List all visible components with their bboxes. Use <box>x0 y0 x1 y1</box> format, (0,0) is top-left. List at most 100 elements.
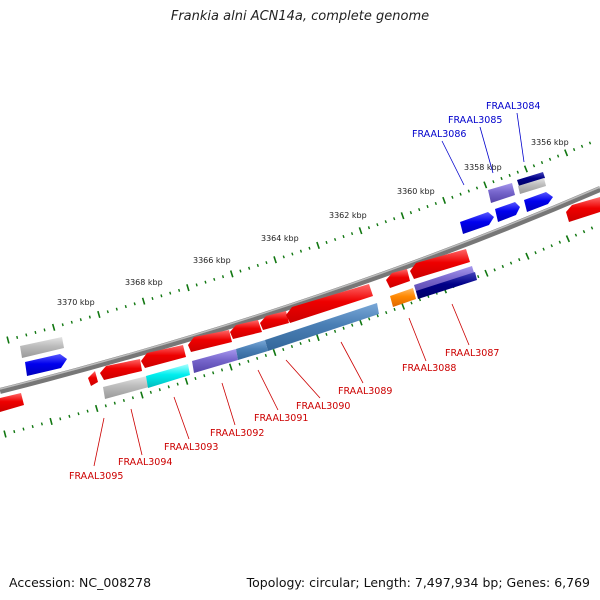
minor-tick <box>195 283 198 287</box>
gene-fwd-gray-left[interactable] <box>20 337 64 358</box>
gene-label-fraal3084[interactable]: FRAAL3084 <box>486 101 540 112</box>
gene-rev-red-3088[interactable] <box>386 269 410 288</box>
minor-tick <box>151 296 154 301</box>
gene-rev-red-3089[interactable] <box>286 284 373 323</box>
gene-fwd-navy-3084[interactable] <box>517 172 545 186</box>
gene-label-fraal3087[interactable]: FRAAL3087 <box>445 348 499 359</box>
gene-fwd-blue-3086[interactable] <box>460 212 494 234</box>
minor-tick <box>115 307 118 311</box>
minor-tick <box>282 347 285 352</box>
minor-tick <box>534 251 537 255</box>
minor-tick <box>256 356 259 360</box>
major-tick <box>141 297 146 305</box>
minor-tick <box>124 305 127 309</box>
minor-tick <box>194 376 197 381</box>
minor-tick <box>467 189 470 193</box>
minor-tick <box>265 261 268 265</box>
minor-tick <box>282 255 285 259</box>
minor-tick <box>509 261 513 265</box>
gene-rev-orange-3088[interactable] <box>390 288 416 307</box>
gene-rev-red-small[interactable] <box>88 371 98 386</box>
minor-tick <box>351 323 354 327</box>
minor-tick <box>13 430 16 434</box>
gene-rev-red-3090[interactable] <box>260 311 289 330</box>
minor-tick <box>409 211 413 215</box>
genome-backbone-highlight <box>0 186 600 390</box>
gene-label-fraal3093[interactable]: FRAAL3093 <box>164 442 218 453</box>
minor-tick <box>220 368 224 372</box>
gene-label-fraal3086[interactable]: FRAAL3086 <box>412 129 466 140</box>
minor-tick <box>70 320 73 324</box>
minor-tick <box>342 234 345 239</box>
major-tick <box>565 235 571 243</box>
genome-backbone <box>0 186 600 394</box>
gene-label-fraal3092[interactable]: FRAAL3092 <box>210 428 264 439</box>
major-tick <box>6 336 10 344</box>
gene-rev-red-3087[interactable] <box>410 249 470 279</box>
gene-rev-red-left-edge[interactable] <box>0 393 24 412</box>
gene-rev-red-3091[interactable] <box>230 320 262 339</box>
minor-tick <box>325 332 328 336</box>
outer-tick-ring <box>6 141 592 344</box>
minor-tick <box>501 264 505 269</box>
minor-tick <box>31 425 34 429</box>
gene-label-fraal3094[interactable]: FRAAL3094 <box>118 457 172 468</box>
major-tick <box>483 181 488 189</box>
minor-tick <box>393 217 396 221</box>
minor-tick <box>68 414 71 418</box>
gene-label-fraal3085[interactable]: FRAAL3085 <box>448 115 502 126</box>
gene-rev-steel-3091[interactable] <box>236 340 268 360</box>
minor-tick <box>518 258 521 262</box>
minor-tick <box>34 330 37 334</box>
minor-tick <box>459 192 462 196</box>
minor-tick <box>542 247 545 251</box>
gene-label-fraal3091[interactable]: FRAAL3091 <box>254 413 308 424</box>
minor-tick <box>264 353 267 358</box>
gene-label-fraal3095[interactable]: FRAAL3095 <box>69 471 123 482</box>
gene-fwd-blue-left[interactable] <box>25 354 67 376</box>
tick-label-3370: 3370 kbp <box>57 298 95 307</box>
gene-label-fraal3088[interactable]: FRAAL3088 <box>402 363 456 374</box>
minor-tick <box>256 263 259 268</box>
gene-fwd-blue-3084b[interactable] <box>524 192 553 212</box>
gene-rev-navy-3087[interactable] <box>416 272 477 299</box>
minor-tick <box>299 341 302 346</box>
minor-tick <box>493 268 496 272</box>
minor-tick <box>16 335 19 339</box>
minor-tick <box>590 226 594 230</box>
minor-tick <box>248 266 251 270</box>
gene-rev-cyan-3094[interactable] <box>146 364 190 388</box>
major-tick <box>400 212 405 220</box>
major-tick <box>272 348 277 357</box>
major-tick <box>316 241 320 249</box>
minor-tick <box>204 280 207 284</box>
gene-label-fraal3089[interactable]: FRAAL3089 <box>338 386 392 397</box>
gene-rev-red-3092[interactable] <box>188 330 232 352</box>
major-tick <box>273 256 277 264</box>
minor-tick <box>25 333 28 337</box>
minor-tick <box>426 204 429 209</box>
major-tick <box>564 149 569 157</box>
minor-tick <box>212 371 215 375</box>
minor-tick <box>550 244 553 248</box>
major-tick <box>51 323 56 331</box>
gene-fwd-gray-3084[interactable] <box>518 178 546 194</box>
gene-fwd-blue-3085b[interactable] <box>495 202 520 222</box>
minor-tick <box>239 269 242 273</box>
map-title: Frankia alni ACN14a, complete genome <box>170 9 430 24</box>
gene-fwd-purple-3085[interactable] <box>488 183 515 203</box>
gene-rev-gray-3095[interactable] <box>103 376 149 399</box>
minor-tick <box>86 409 89 413</box>
reverse-strand-genes <box>0 197 600 412</box>
gene-rev-red-right-edge[interactable] <box>566 197 600 222</box>
gene-rev-red-3093[interactable] <box>141 345 186 368</box>
gene-rev-steel-3090[interactable] <box>265 303 379 351</box>
gene-rev-purple-3092[interactable] <box>192 349 238 373</box>
tick-label-3366: 3366 kbp <box>193 256 231 265</box>
minor-tick <box>176 382 179 386</box>
gene-label-fraal3090[interactable]: FRAAL3090 <box>296 401 350 412</box>
leader-lines <box>93 112 525 467</box>
gene-rev-red-3094a[interactable] <box>100 359 142 380</box>
tick-label-3362: 3362 kbp <box>329 211 367 220</box>
tick-label-3356: 3356 kbp <box>531 138 569 147</box>
